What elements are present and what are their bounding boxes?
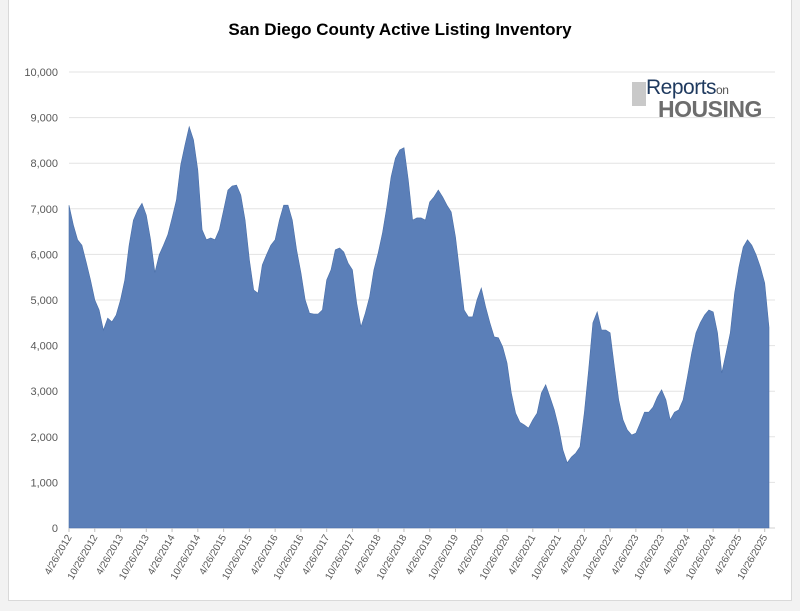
y-tick-label: 0: [52, 523, 58, 535]
y-tick-label: 1,000: [30, 477, 58, 489]
y-tick-label: 9,000: [30, 113, 58, 125]
area-series: [68, 125, 770, 529]
chart-title: San Diego County Active Listing Inventor…: [228, 20, 572, 39]
x-axis-ticks: 4/26/201210/26/20124/26/201310/26/20134/…: [43, 528, 771, 582]
logo-line2: HOUSING: [658, 96, 762, 122]
y-tick-label: 3,000: [30, 386, 58, 398]
y-tick-label: 7,000: [30, 204, 58, 216]
y-tick-label: 8,000: [30, 158, 58, 170]
y-tick-label: 6,000: [30, 249, 58, 261]
y-tick-label: 4,000: [30, 341, 58, 353]
inventory-area: [68, 125, 770, 529]
y-tick-label: 2,000: [30, 432, 58, 444]
y-axis-ticks: 0 1,000 2,000 3,000 4,000 5,000 6,000 7,000 8,00…: [24, 67, 58, 535]
logo-line1: Reports: [646, 76, 717, 99]
y-tick-label: 5,000: [30, 295, 58, 307]
logo-line1-small: on: [716, 83, 729, 97]
logo-magnifier-icon: [632, 82, 646, 106]
reports-on-housing-logo: Reportson HOUSING: [632, 76, 772, 122]
y-tick-label: 10,000: [24, 67, 58, 79]
